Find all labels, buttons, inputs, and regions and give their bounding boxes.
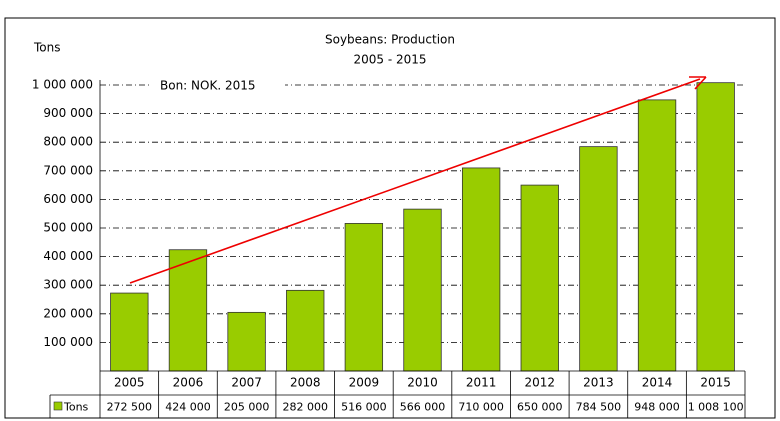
x-tick-label: 2012 [524, 376, 555, 390]
chart-subtitle: 2005 - 2015 [353, 53, 426, 67]
x-tick-label: 2009 [349, 376, 380, 390]
value-label: 1 008 100 [688, 401, 744, 414]
trend-arrowhead [689, 76, 707, 90]
y-tick-label: 100 000 [43, 335, 93, 349]
y-tick-label: 200 000 [43, 306, 93, 320]
x-tick-label: 2005 [114, 376, 145, 390]
y-tick-label: 400 000 [43, 249, 93, 263]
y-tick-label: 500 000 [43, 221, 93, 235]
x-tick-label: 2013 [583, 376, 614, 390]
annotation-bg [150, 76, 285, 96]
bar [696, 82, 735, 372]
legend-label: Tons [63, 401, 89, 414]
value-label: 516 000 [341, 401, 387, 414]
x-tick-label: 2014 [642, 376, 673, 390]
legend-swatch [53, 401, 63, 411]
y-tick-label: 300 000 [43, 278, 93, 292]
x-tick-label: 2010 [407, 376, 438, 390]
x-tick-label: 2006 [173, 376, 204, 390]
bar [168, 249, 208, 372]
y-axis-label: Tons [33, 41, 61, 55]
x-tick-label: 2008 [290, 376, 321, 390]
bar [110, 292, 149, 372]
value-label: 710 000 [458, 401, 504, 414]
bar [403, 208, 442, 372]
y-tick-label: 1 000 000 [32, 78, 93, 92]
value-label: 948 000 [634, 401, 680, 414]
value-label: 424 000 [165, 401, 211, 414]
value-label: 650 000 [517, 401, 563, 414]
y-tick-label: 800 000 [43, 135, 93, 149]
bar [520, 184, 559, 372]
value-label: 282 000 [282, 401, 328, 414]
value-label: 272 500 [107, 401, 153, 414]
value-label: 784 500 [576, 401, 622, 414]
value-label: 205 000 [224, 401, 270, 414]
value-label: 566 000 [400, 401, 446, 414]
bar [286, 289, 325, 372]
trend-arrow [129, 78, 701, 284]
bar [461, 167, 501, 372]
bar [344, 223, 384, 372]
y-tick-label: 900 000 [43, 106, 93, 120]
bar [637, 99, 677, 372]
chart-title: Soybeans: Production [325, 33, 455, 47]
x-tick-label: 2015 [700, 376, 731, 390]
bar [579, 146, 618, 372]
bar [227, 311, 266, 372]
y-tick-label: 700 000 [43, 163, 93, 177]
x-tick-label: 2011 [466, 376, 497, 390]
y-tick-label: 600 000 [43, 192, 93, 206]
annotation: Bon: NOK. 2015 [160, 79, 256, 93]
x-tick-label: 2007 [231, 376, 262, 390]
